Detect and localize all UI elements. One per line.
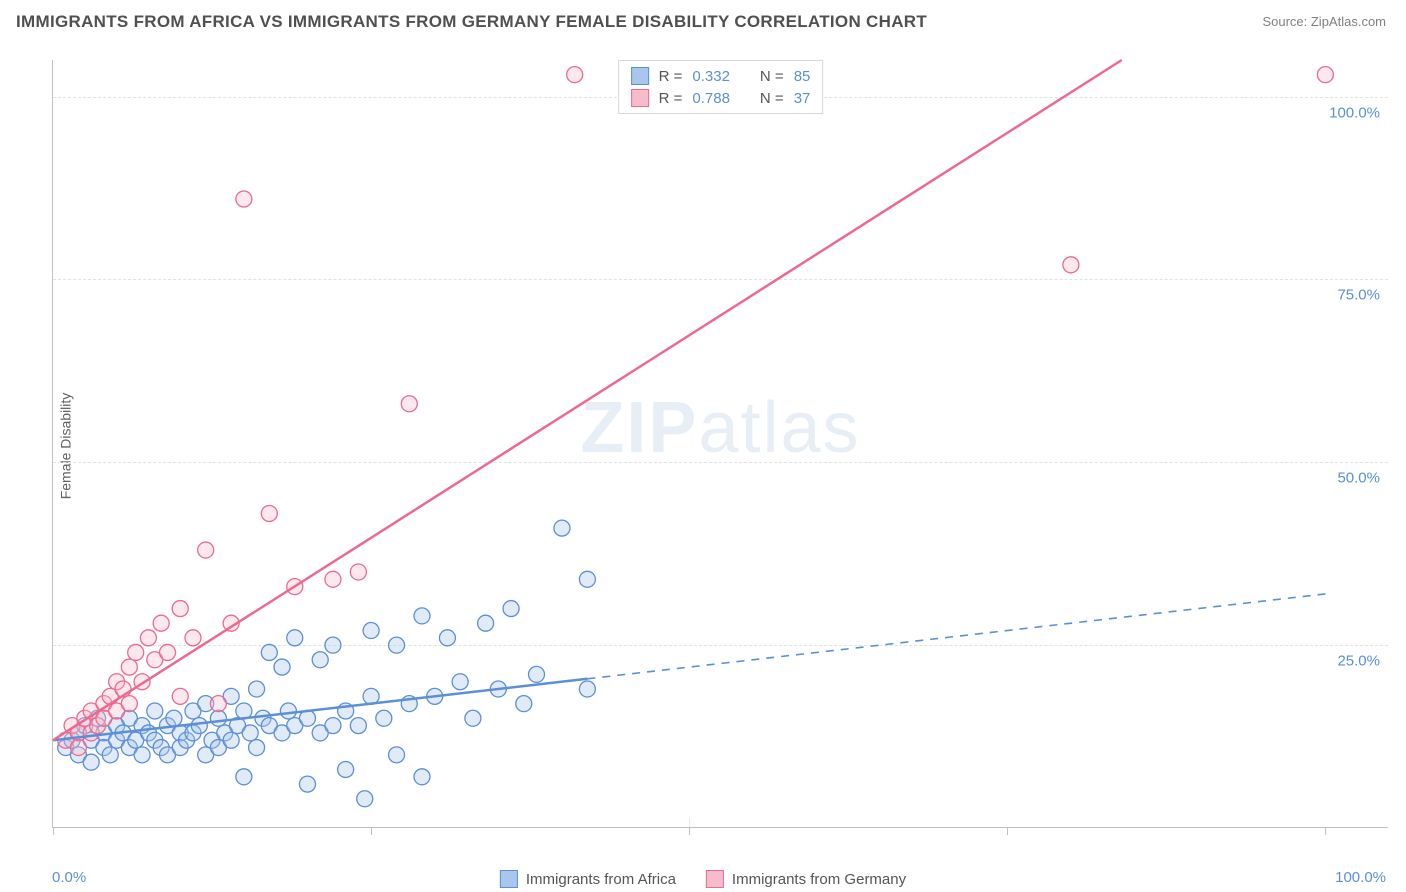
scatter-point bbox=[1063, 257, 1079, 273]
n-value: 85 bbox=[794, 68, 811, 85]
trend-line-dashed bbox=[587, 594, 1325, 679]
scatter-point bbox=[249, 740, 265, 756]
scatter-point bbox=[376, 710, 392, 726]
y-tick-label: 25.0% bbox=[1337, 653, 1380, 670]
stats-legend: R = 0.332 N = 85 R = 0.788 N = 37 bbox=[618, 60, 824, 114]
scatter-point bbox=[102, 747, 118, 763]
scatter-point bbox=[140, 630, 156, 646]
legend-label: Immigrants from Germany bbox=[732, 871, 906, 888]
x-axis-min-label: 0.0% bbox=[52, 869, 86, 886]
stats-legend-row: R = 0.788 N = 37 bbox=[627, 87, 815, 109]
legend-swatch bbox=[500, 870, 518, 888]
scatter-point bbox=[83, 754, 99, 770]
scatter-point bbox=[172, 688, 188, 704]
scatter-point bbox=[338, 761, 354, 777]
scatter-point bbox=[249, 681, 265, 697]
scatter-point bbox=[389, 637, 405, 653]
scatter-point bbox=[516, 696, 532, 712]
scatter-point bbox=[280, 703, 296, 719]
scatter-point bbox=[503, 601, 519, 617]
scatter-point bbox=[147, 703, 163, 719]
scatter-point bbox=[325, 571, 341, 587]
scatter-point bbox=[350, 564, 366, 580]
legend-swatch bbox=[631, 67, 649, 85]
scatter-point bbox=[242, 725, 258, 741]
scatter-point bbox=[236, 191, 252, 207]
scatter-point bbox=[452, 674, 468, 690]
n-label: N = bbox=[760, 68, 784, 85]
scatter-point bbox=[210, 710, 226, 726]
scatter-point bbox=[236, 769, 252, 785]
scatter-point bbox=[554, 520, 570, 536]
scatter-point bbox=[312, 652, 328, 668]
scatter-point bbox=[363, 623, 379, 639]
scatter-point bbox=[223, 732, 239, 748]
trend-line-solid bbox=[53, 60, 1122, 740]
y-tick-label: 100.0% bbox=[1329, 104, 1380, 121]
scatter-point bbox=[579, 571, 595, 587]
scatter-point bbox=[121, 696, 137, 712]
scatter-point bbox=[401, 396, 417, 412]
x-tick bbox=[689, 827, 690, 835]
scatter-point bbox=[261, 644, 277, 660]
x-tick bbox=[53, 827, 54, 835]
scatter-point bbox=[210, 696, 226, 712]
scatter-point bbox=[70, 740, 86, 756]
chart-svg bbox=[53, 60, 1388, 827]
scatter-point bbox=[166, 710, 182, 726]
legend-item: Immigrants from Germany bbox=[706, 870, 906, 888]
scatter-point bbox=[160, 644, 176, 660]
n-label: N = bbox=[760, 90, 784, 107]
scatter-point bbox=[465, 710, 481, 726]
legend-item: Immigrants from Africa bbox=[500, 870, 676, 888]
scatter-point bbox=[439, 630, 455, 646]
x-tick bbox=[1007, 827, 1008, 835]
scatter-point bbox=[350, 718, 366, 734]
scatter-point bbox=[128, 644, 144, 660]
scatter-point bbox=[478, 615, 494, 631]
x-tick bbox=[1325, 827, 1326, 835]
chart-title: IMMIGRANTS FROM AFRICA VS IMMIGRANTS FRO… bbox=[16, 12, 927, 32]
chart-container: IMMIGRANTS FROM AFRICA VS IMMIGRANTS FRO… bbox=[0, 0, 1406, 892]
r-value: 0.332 bbox=[692, 68, 730, 85]
scatter-point bbox=[274, 659, 290, 675]
scatter-point bbox=[185, 630, 201, 646]
x-tick bbox=[371, 827, 372, 835]
y-tick-label: 75.0% bbox=[1337, 287, 1380, 304]
source-attribution: Source: ZipAtlas.com bbox=[1262, 14, 1386, 29]
legend-label: Immigrants from Africa bbox=[526, 871, 676, 888]
legend-swatch bbox=[631, 89, 649, 107]
scatter-point bbox=[121, 659, 137, 675]
scatter-point bbox=[325, 718, 341, 734]
scatter-point bbox=[357, 791, 373, 807]
scatter-point bbox=[567, 67, 583, 83]
scatter-point bbox=[153, 615, 169, 631]
series-legend: Immigrants from Africa Immigrants from Ge… bbox=[500, 870, 906, 888]
r-label: R = bbox=[659, 90, 683, 107]
n-value: 37 bbox=[794, 90, 811, 107]
scatter-point bbox=[134, 747, 150, 763]
scatter-point bbox=[414, 608, 430, 624]
scatter-point bbox=[299, 776, 315, 792]
scatter-point bbox=[198, 542, 214, 558]
x-axis-max-label: 100.0% bbox=[1335, 869, 1386, 886]
plot-area: ZIPatlas R =0.332N =85R =0.788N =37 25.0… bbox=[52, 60, 1388, 828]
legend-swatch bbox=[706, 870, 724, 888]
r-label: R = bbox=[659, 68, 683, 85]
scatter-point bbox=[529, 666, 545, 682]
scatter-point bbox=[414, 769, 430, 785]
scatter-point bbox=[191, 718, 207, 734]
y-tick-label: 50.0% bbox=[1337, 470, 1380, 487]
scatter-point bbox=[1317, 67, 1333, 83]
scatter-point bbox=[579, 681, 595, 697]
r-value: 0.788 bbox=[692, 90, 730, 107]
scatter-point bbox=[287, 630, 303, 646]
scatter-point bbox=[389, 747, 405, 763]
stats-legend-row: R = 0.332 N = 85 bbox=[627, 65, 815, 87]
scatter-point bbox=[325, 637, 341, 653]
scatter-point bbox=[172, 601, 188, 617]
scatter-point bbox=[261, 505, 277, 521]
